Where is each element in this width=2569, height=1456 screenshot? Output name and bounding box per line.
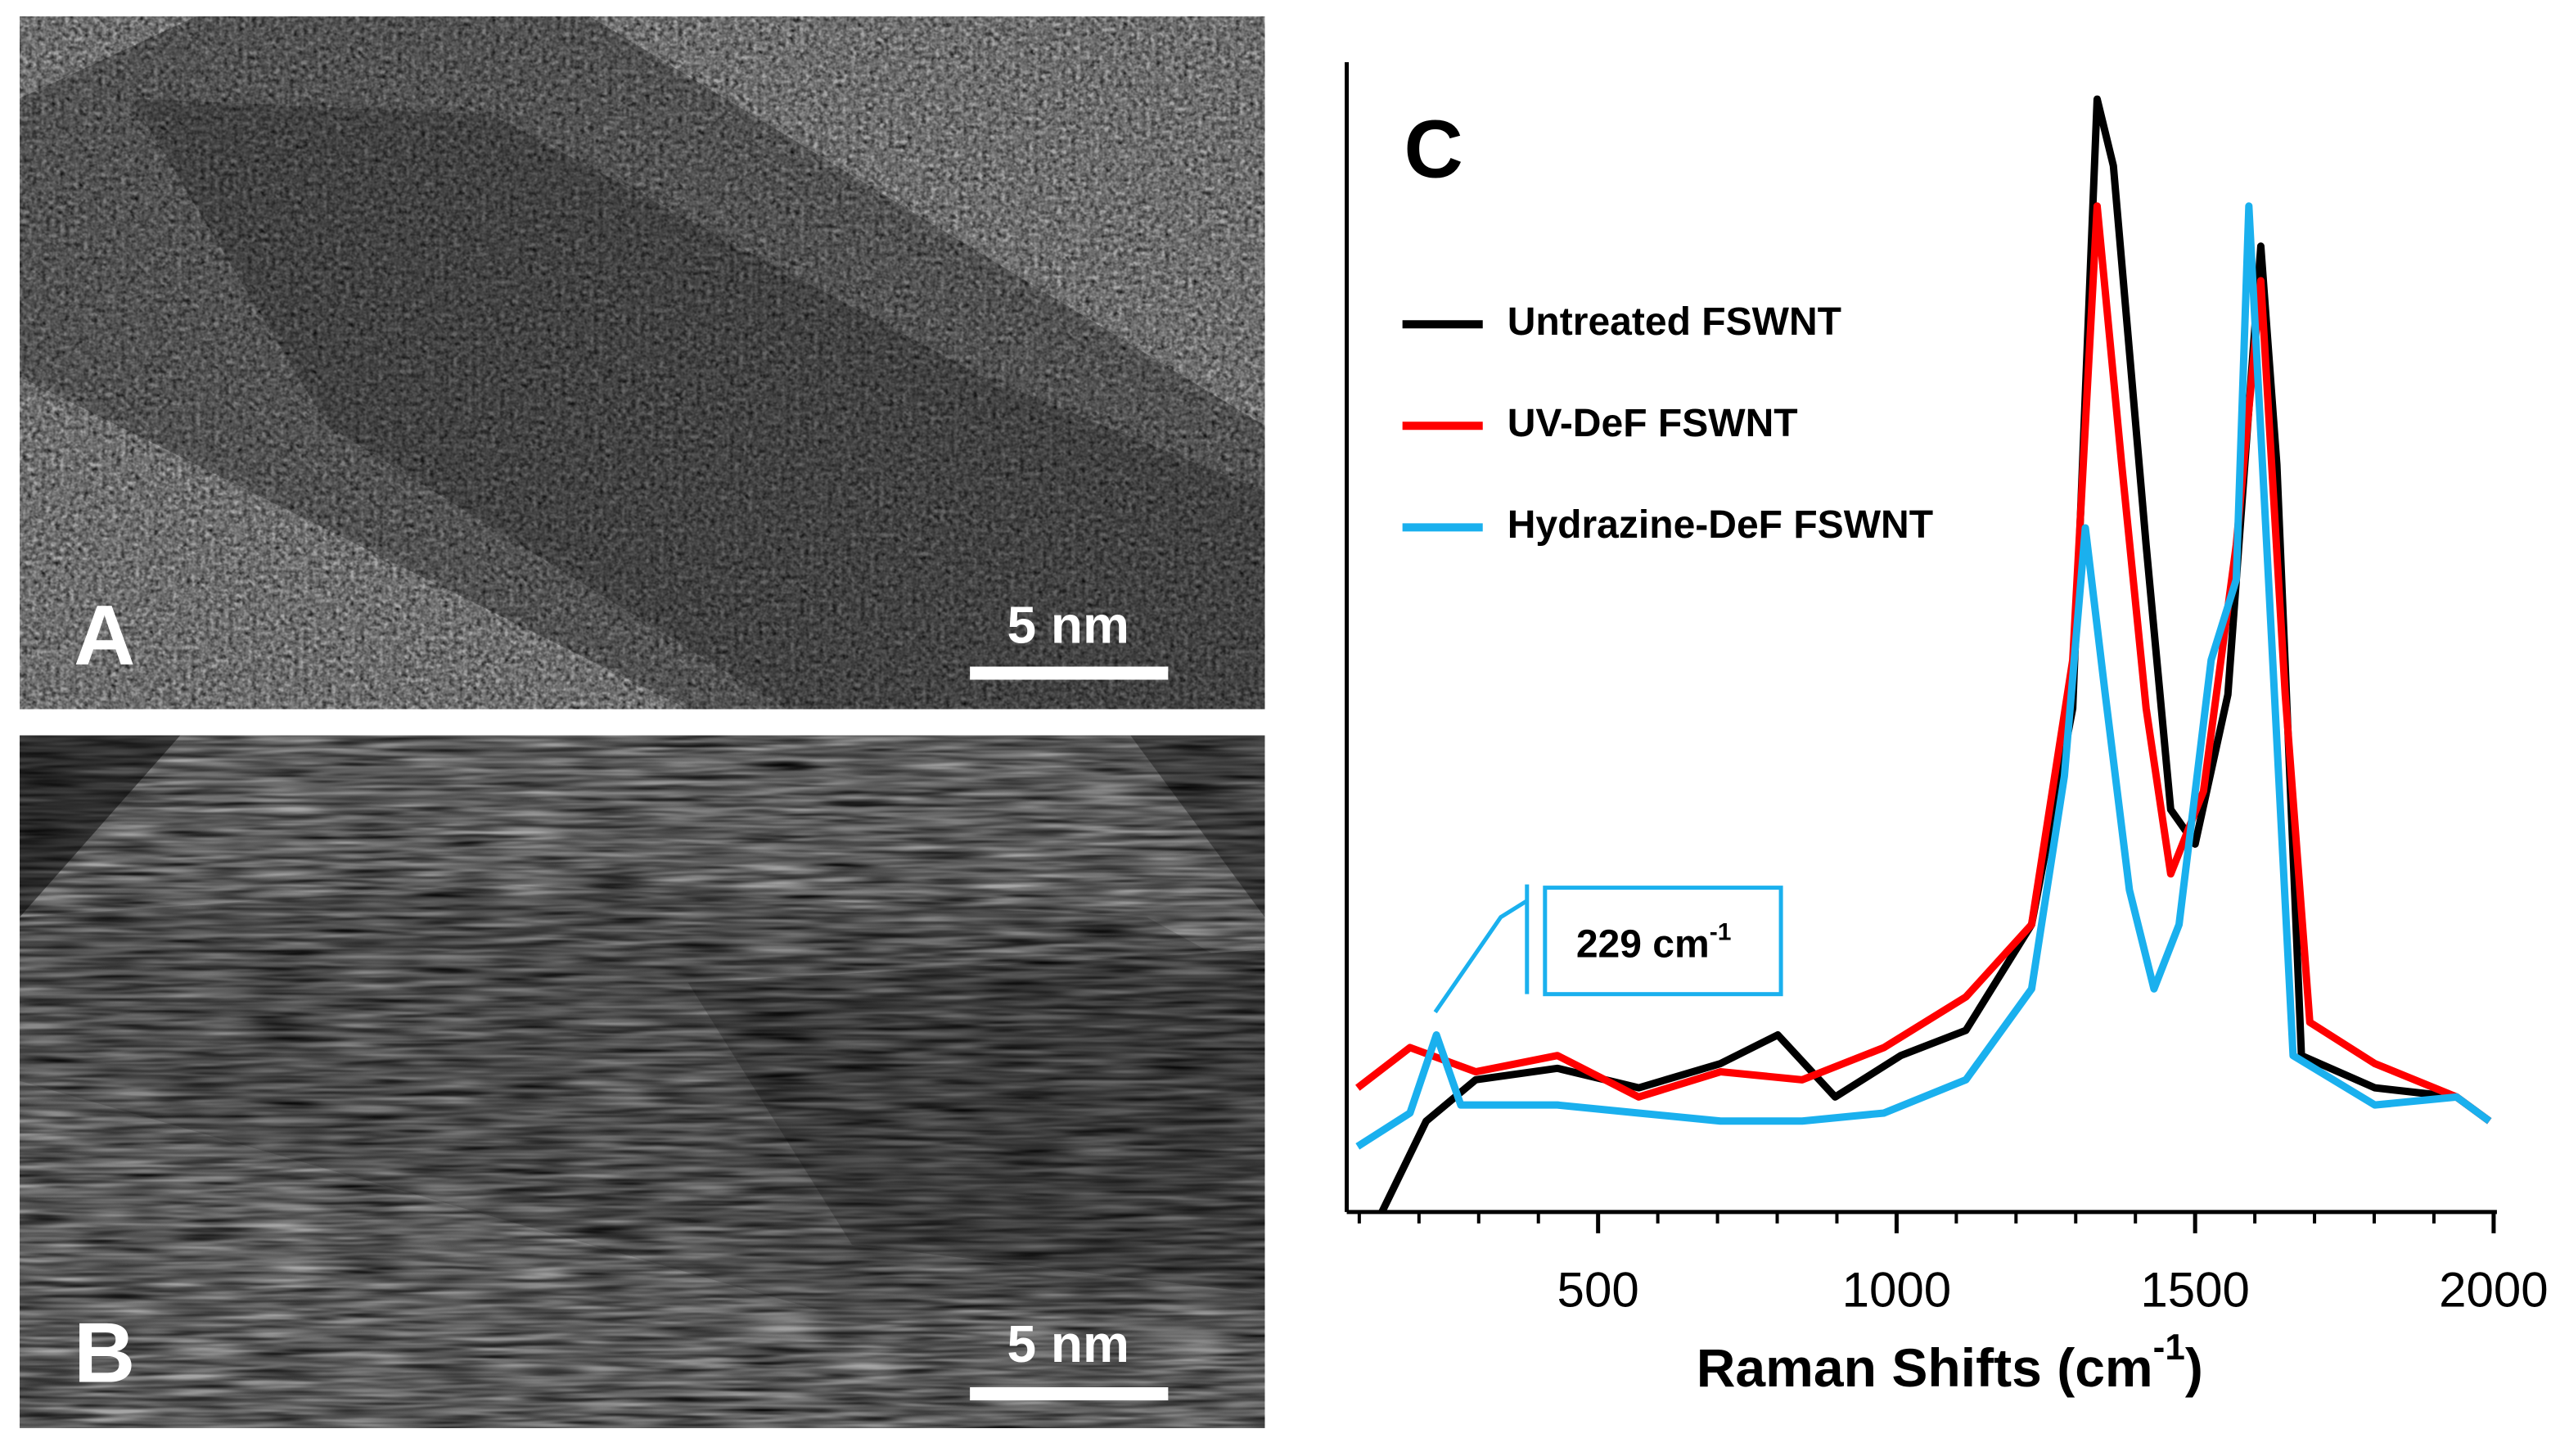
series-line xyxy=(1355,202,2492,1150)
tem-image-b xyxy=(20,735,1265,1428)
raman-chart: C Raman Shifts (cm-1) 229 cm-1 500 1000 15… xyxy=(1345,62,2549,1399)
annotation-sup: -1 xyxy=(1710,919,1732,946)
x-axis-label-end: ) xyxy=(2185,1337,2203,1398)
x-tick-label: 2000 xyxy=(2439,1263,2549,1318)
legend-label: UV-DeF FSWNT xyxy=(1508,402,1798,445)
series-line xyxy=(1378,95,2492,1214)
x-axis-label-text: Raman Shifts (cm xyxy=(1697,1337,2153,1398)
panel-label: B xyxy=(74,1305,135,1400)
legend-label: Untreated FSWNT xyxy=(1508,300,1841,344)
x-axis-label: Raman Shifts (cm-1) xyxy=(1697,1328,2203,1399)
x-tick-label: 500 xyxy=(1557,1263,1639,1318)
series-line xyxy=(1355,202,2492,1125)
tem-image-a xyxy=(20,16,1265,710)
x-axis-label-sup: -1 xyxy=(2153,1328,2185,1368)
legend-label: Hydrazine-DeF FSWNT xyxy=(1508,503,1933,547)
annotation-text: 229 cm xyxy=(1576,922,1710,966)
panel-label: C xyxy=(1404,104,1463,196)
panel-label: A xyxy=(74,588,135,683)
annotation-box xyxy=(1543,886,1783,997)
annotation: 229 cm-1 xyxy=(1576,919,1732,967)
x-tick-label: 1500 xyxy=(2140,1263,2250,1318)
scale-bar-label: 5 nm xyxy=(1007,595,1129,654)
scale-bar-label: 5 nm xyxy=(1007,1314,1129,1373)
x-tick-label: 1000 xyxy=(1842,1263,1952,1318)
annotation-leader xyxy=(1433,899,1529,1014)
